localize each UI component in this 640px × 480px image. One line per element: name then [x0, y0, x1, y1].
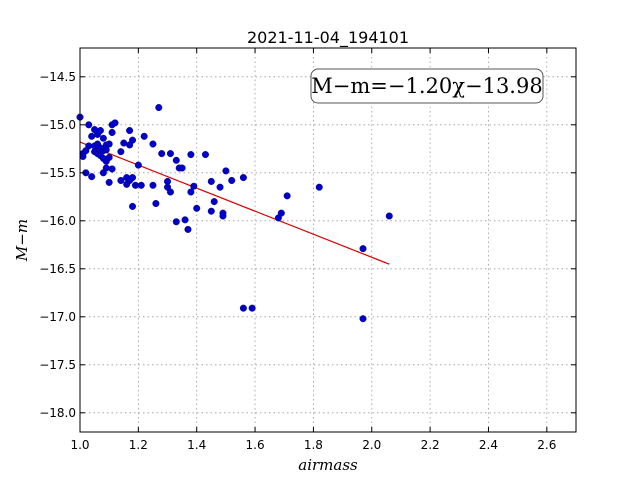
- data-point: [190, 182, 198, 190]
- data-point: [172, 218, 180, 226]
- data-point: [149, 181, 157, 189]
- data-point: [359, 315, 367, 323]
- y-tick-label: −14.5: [39, 70, 76, 84]
- x-tick-label: 1.2: [129, 438, 148, 452]
- data-point: [248, 304, 256, 312]
- fit-equation: M−m=−1.20χ−13.98: [311, 74, 542, 98]
- data-point: [137, 181, 145, 189]
- data-point: [99, 134, 107, 142]
- data-point: [166, 150, 174, 158]
- data-point: [131, 181, 139, 189]
- x-tick-label: 2.6: [537, 438, 556, 452]
- data-point: [152, 200, 160, 208]
- data-point: [178, 164, 186, 172]
- data-point: [277, 209, 285, 217]
- data-point: [117, 176, 125, 184]
- data-point: [88, 173, 96, 181]
- data-point: [172, 156, 180, 164]
- data-point: [201, 151, 209, 159]
- x-tick-label: 2.4: [479, 438, 498, 452]
- data-point: [102, 146, 110, 154]
- data-point: [239, 174, 247, 182]
- x-tick-label: 1.6: [246, 438, 265, 452]
- data-point: [283, 192, 291, 200]
- x-tick-label: 1.0: [70, 438, 89, 452]
- annotation-box: [310, 68, 544, 104]
- data-point: [102, 164, 110, 172]
- data-point: [134, 161, 142, 169]
- data-point: [117, 148, 125, 156]
- data-point: [96, 127, 104, 135]
- data-point: [85, 142, 93, 150]
- y-tick-label: −16.0: [39, 214, 76, 228]
- y-tick-labels: −14.5 −15.0 −15.5 −16.0 −16.5 −17.0 −17.5 −18.0: [39, 70, 76, 420]
- data-point: [228, 176, 236, 184]
- x-tick-label: 1.4: [187, 438, 206, 452]
- data-point: [222, 167, 230, 175]
- y-axis-label: M−m: [13, 219, 31, 262]
- data-point: [88, 132, 96, 140]
- data-points: [76, 104, 393, 323]
- data-point: [184, 225, 192, 233]
- data-point: [239, 304, 247, 312]
- y-tick-label: −16.5: [39, 262, 76, 276]
- data-point: [181, 216, 189, 224]
- plot-frame: [79, 47, 577, 433]
- data-point: [129, 174, 137, 182]
- y-tick-label: −17.0: [39, 310, 76, 324]
- data-point: [79, 152, 87, 160]
- data-point: [85, 121, 93, 129]
- x-tick-label: 1.8: [304, 438, 323, 452]
- y-tick-label: −17.5: [39, 358, 76, 372]
- data-point: [105, 178, 113, 186]
- data-point: [129, 136, 137, 144]
- data-point: [207, 177, 215, 185]
- fit-line-layer: [79, 141, 390, 265]
- data-point: [158, 150, 166, 158]
- data-point: [120, 139, 128, 147]
- data-point: [315, 183, 323, 191]
- data-point: [210, 198, 218, 206]
- data-point: [187, 188, 195, 196]
- data-point: [108, 128, 116, 136]
- data-point: [129, 202, 137, 210]
- fit-line: [79, 141, 390, 265]
- data-point: [140, 132, 148, 140]
- data-point: [187, 151, 195, 159]
- data-point: [193, 204, 201, 212]
- data-point: [105, 153, 113, 161]
- data-point: [149, 140, 157, 148]
- x-tick-label: 2.0: [362, 438, 381, 452]
- data-point: [155, 104, 163, 112]
- data-point: [166, 188, 174, 196]
- axis-ticks: [79, 48, 576, 432]
- data-point: [219, 212, 227, 220]
- chart-title: 2021-11-04_194101: [247, 28, 409, 48]
- y-tick-label: −15.5: [39, 166, 76, 180]
- data-point: [108, 165, 116, 173]
- x-tick-labels: 1.0 1.2 1.4 1.6 1.8 2.0 2.2 2.4 2.6: [70, 438, 556, 452]
- data-point: [126, 127, 134, 135]
- data-point: [359, 245, 367, 253]
- data-point: [207, 207, 215, 215]
- x-axis-label: airmass: [298, 456, 358, 474]
- data-point: [385, 212, 393, 220]
- x-tick-label: 2.2: [421, 438, 440, 452]
- y-tick-label: −18.0: [39, 406, 76, 420]
- data-point: [216, 183, 224, 191]
- data-point: [111, 119, 119, 127]
- y-tick-label: −15.0: [39, 118, 76, 132]
- data-point: [105, 140, 113, 148]
